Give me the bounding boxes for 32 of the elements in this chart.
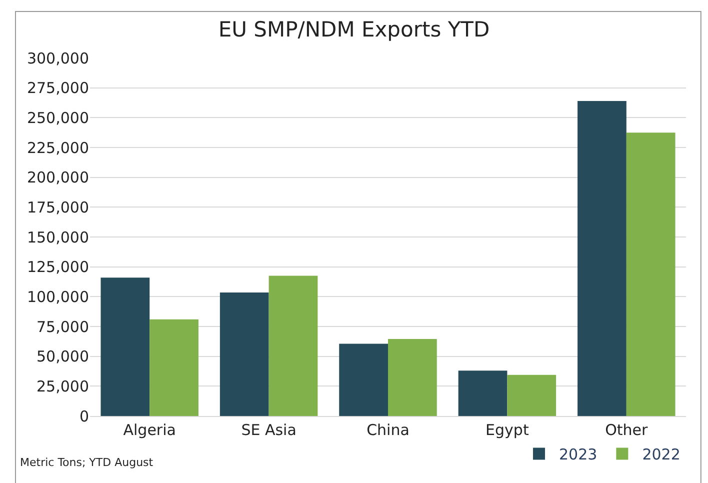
y-tick-label: 50,000 — [36, 348, 89, 366]
bar — [150, 319, 198, 416]
y-tick-label: 75,000 — [36, 318, 89, 336]
chart-title: EU SMP/NDM Exports YTD — [218, 17, 490, 42]
x-tick-label: Egypt — [486, 421, 529, 439]
bar — [578, 100, 626, 416]
x-tick-label: China — [366, 421, 410, 439]
text: Metric Tons; YTD August — [20, 456, 154, 469]
y-tick-label: 150,000 — [26, 228, 89, 246]
y-tick-label: 125,000 — [26, 258, 89, 276]
bar — [626, 132, 676, 416]
y-tick-label: 100,000 — [26, 288, 89, 306]
y-tick-label: 200,000 — [26, 168, 89, 187]
y-tick-label: 225,000 — [26, 138, 89, 157]
y-tick-label: 300,000 — [26, 49, 89, 68]
bar — [458, 370, 508, 416]
bar — [388, 339, 437, 416]
y-tick-label: 0 — [79, 407, 89, 426]
y-tick-label: 250,000 — [26, 108, 89, 127]
x-tick-label: Other — [605, 421, 649, 439]
y-tick-label: 275,000 — [26, 79, 89, 98]
legend-label: 2023 — [559, 446, 598, 464]
bar — [268, 276, 318, 416]
x-tick-label: SE Asia — [241, 421, 296, 439]
y-tick-label: 175,000 — [26, 198, 89, 216]
bar — [220, 292, 269, 416]
bar — [100, 278, 150, 416]
legend-label: 2022 — [642, 446, 680, 464]
bar — [507, 374, 556, 416]
y-tick-label: 25,000 — [36, 377, 89, 396]
bar — [339, 344, 388, 416]
x-tick-label: Algeria — [123, 421, 176, 439]
